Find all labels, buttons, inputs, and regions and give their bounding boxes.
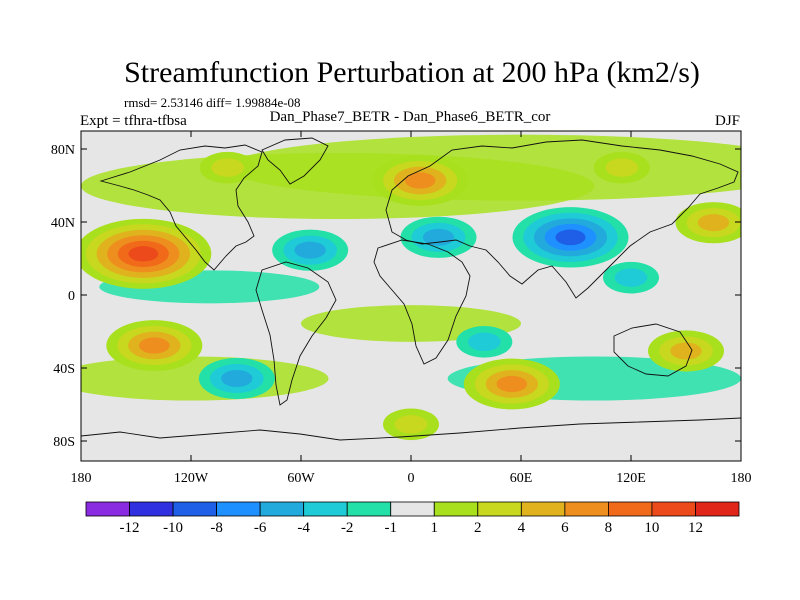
- colorbar-swatch: [608, 501, 653, 517]
- colorbar-label: -10: [163, 520, 183, 536]
- stats-text: rmsd= 2.53146 diff= 1.99884e-08: [124, 95, 301, 110]
- colorbar-label: 10: [644, 520, 659, 536]
- anomaly-south-pacific-high: [648, 330, 724, 372]
- anomaly-indian-ocean-low-level-2: [468, 332, 501, 352]
- colorbar-label: -1: [384, 520, 397, 536]
- coast-south-america: [255, 261, 337, 406]
- anomaly-west-pacific-low: [603, 261, 659, 294]
- anomaly-east-russia-high-level-2: [605, 158, 639, 177]
- anomaly-southern-ocean-high-level-2: [394, 415, 428, 434]
- anomaly-south-america-low-level-4: [221, 370, 253, 387]
- anomaly-asia-low-level-8: [555, 229, 586, 246]
- y-tick-label: 40S: [53, 362, 75, 377]
- coastlines: [81, 137, 741, 441]
- colorbar-swatch: [390, 501, 435, 517]
- chart-title: Streamfunction Perturbation at 200 hPa (…: [124, 56, 700, 89]
- colorbar-swatch: [433, 501, 479, 517]
- season-label: DJF: [715, 113, 740, 129]
- anomaly-north-america-high: [199, 151, 256, 184]
- x-tick-label: 0: [408, 471, 415, 486]
- anomaly-pacific-north-high-level-10: [128, 246, 159, 262]
- anomaly-atlantic-low-level-4: [294, 241, 326, 259]
- colorbar-label: -2: [341, 520, 354, 536]
- coast-north-america: [99, 144, 263, 271]
- anomaly-north-america-high-level-2: [211, 158, 245, 177]
- colorbar-swatch: [520, 501, 566, 517]
- coast-eurasia: [385, 139, 739, 299]
- y-tick-label: 80N: [51, 143, 75, 158]
- anomaly-med-low: [400, 216, 477, 258]
- colorbar-label: -8: [210, 520, 223, 536]
- colorbar-label: 4: [518, 520, 526, 536]
- colorbar-label: 1: [431, 520, 439, 536]
- map-area: [81, 131, 741, 461]
- background-band-1: [227, 134, 741, 201]
- colorbar-swatch: [651, 501, 696, 517]
- colorbar-label: 12: [688, 520, 703, 536]
- anomaly-europe-high-level-6: [404, 172, 436, 189]
- y-tick-label: 80S: [53, 435, 75, 450]
- anomaly-asia-low: [512, 207, 629, 268]
- anomaly-south-america-low: [198, 357, 275, 400]
- background-band-2: [81, 356, 329, 401]
- coast-greenland: [261, 137, 329, 185]
- anomaly-west-pacific-low-level-2: [614, 268, 648, 287]
- colorbar-swatch: [129, 501, 174, 517]
- x-tick-label: 60E: [510, 471, 533, 486]
- x-tick-label: 120W: [174, 471, 209, 486]
- colorbar-swatch: [172, 501, 217, 517]
- colorbar-label: -4: [297, 520, 310, 536]
- anomaly-pacific-north-high: [81, 218, 212, 289]
- coast-antarctica: [81, 417, 741, 441]
- anomaly-east-pacific-high: [675, 202, 741, 244]
- colorbar-label: -6: [254, 520, 267, 536]
- colorbar-swatch: [216, 501, 261, 517]
- experiment-label: Expt = tfhra-tfbsa: [80, 113, 187, 129]
- y-axis: 80N 40N 0 40S 80S: [51, 143, 741, 450]
- coast-africa: [373, 239, 471, 365]
- colorbar-swatch: [303, 501, 348, 517]
- x-tick-label: 60W: [287, 471, 315, 486]
- x-tick-label: 120E: [616, 471, 646, 486]
- colorbar-swatch: [564, 501, 609, 517]
- anomaly-indian-ocean-low: [456, 326, 513, 358]
- anomaly-pacific-south-high-level-6: [139, 337, 170, 354]
- anomaly-east-pacific-high-level-4: [697, 214, 730, 232]
- anomaly-pacific-south-high: [106, 320, 203, 371]
- colorbar-swatch: [695, 501, 740, 517]
- anomaly-atlantic-low: [272, 229, 349, 271]
- colorbar-swatch: [346, 501, 392, 517]
- colorbar: -12 -10 -8 -6 -4 -2 -1 1 2 4 6 8 10 12: [85, 501, 740, 536]
- anomaly-south-pacific-high-level-4: [670, 342, 702, 360]
- case-label: Dan_Phase7_BETR - Dan_Phase6_BETR_cor: [270, 109, 551, 125]
- colorbar-swatch: [477, 501, 522, 517]
- colorbar-label: 8: [605, 520, 613, 536]
- colorbar-swatch: [85, 501, 130, 517]
- anomaly-south-indian-high: [463, 358, 560, 410]
- x-axis: 180 120W 60W 0 60E 120E 180: [71, 131, 752, 486]
- y-tick-label: 40N: [51, 216, 75, 231]
- x-tick-label: 180: [731, 471, 752, 486]
- y-tick-label: 0: [68, 289, 75, 304]
- anomaly-south-indian-high-level-6: [496, 375, 528, 393]
- colorbar-label: 2: [474, 520, 482, 536]
- x-tick-label: 180: [71, 471, 92, 486]
- colorbar-swatch: [259, 501, 305, 517]
- anomaly-east-russia-high: [593, 151, 650, 184]
- colorbar-label: -12: [120, 520, 140, 536]
- anomaly-southern-ocean-high: [383, 408, 439, 441]
- anomaly-europe-high: [372, 155, 469, 206]
- colorbar-label: 6: [561, 520, 569, 536]
- anomaly-layer: [81, 151, 741, 441]
- coast-australia: [613, 323, 693, 377]
